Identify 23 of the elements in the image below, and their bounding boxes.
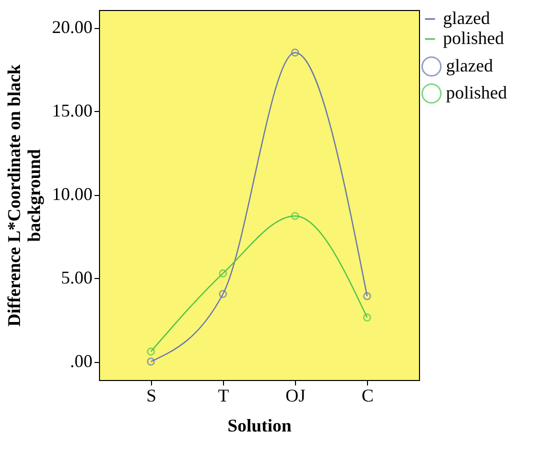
y-tick-label: 10.00 [52,184,92,204]
point [291,212,300,220]
point [218,269,227,278]
y-tick-label: .00 [70,351,92,372]
point [146,358,155,366]
point [291,48,300,57]
y-axis-title: Difference L*Coordinate on black background [4,64,44,327]
point [363,314,372,322]
y-tick-label: 20.00 [52,17,92,38]
x-axis-title: Solution [227,416,292,436]
legend-label: glazed [446,56,493,76]
point [363,292,372,300]
point [218,290,227,298]
point [146,348,155,356]
legend-label: polished [446,82,507,102]
text: polished [443,28,504,48]
x-tick-label: C [362,386,374,406]
y-tick-label: 15.00 [52,100,92,121]
y-tick-label: 5.00 [61,268,92,288]
x-tick-label: T [218,386,229,406]
x-tick-label: OJ [286,386,306,406]
x-tick-label: S [146,386,156,406]
text: glazed [443,8,490,28]
